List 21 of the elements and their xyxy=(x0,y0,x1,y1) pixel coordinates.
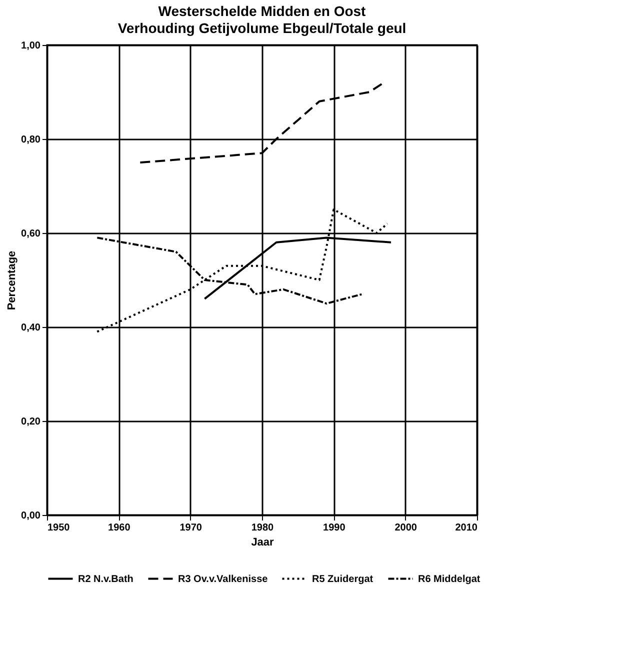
chart-subtitle: Verhouding Getijvolume Ebgeul/Totale geul xyxy=(118,20,406,36)
x-tick-label: 1990 xyxy=(323,522,346,534)
y-tick-label: 1,00 xyxy=(21,40,41,52)
chart-title: Westerschelde Midden en Oost xyxy=(158,3,366,19)
legend-label: R5 Zuidergat xyxy=(312,574,374,585)
x-tick-label: 1950 xyxy=(48,522,70,534)
x-tick-label: 1960 xyxy=(108,522,131,534)
x-axis-title: Jaar xyxy=(251,536,275,548)
y-tick-label: 0,00 xyxy=(21,510,41,522)
x-tick-label: 1980 xyxy=(251,522,274,534)
legend-label: R2 N.v.Bath xyxy=(78,574,134,585)
y-tick-label: 0,60 xyxy=(21,228,41,240)
x-tick-label: 2010 xyxy=(455,522,478,534)
legend-label: R3 Ov.v.Valkenisse xyxy=(178,574,268,585)
y-tick-label: 0,20 xyxy=(21,416,41,428)
x-tick-label: 1970 xyxy=(180,522,202,534)
y-tick-label: 0,80 xyxy=(21,134,41,146)
legend-label: R6 Middelgat xyxy=(418,574,481,585)
y-tick-label: 0,40 xyxy=(21,322,41,334)
x-tick-label: 2000 xyxy=(394,522,418,534)
y-axis-title: Percentage xyxy=(6,250,18,310)
